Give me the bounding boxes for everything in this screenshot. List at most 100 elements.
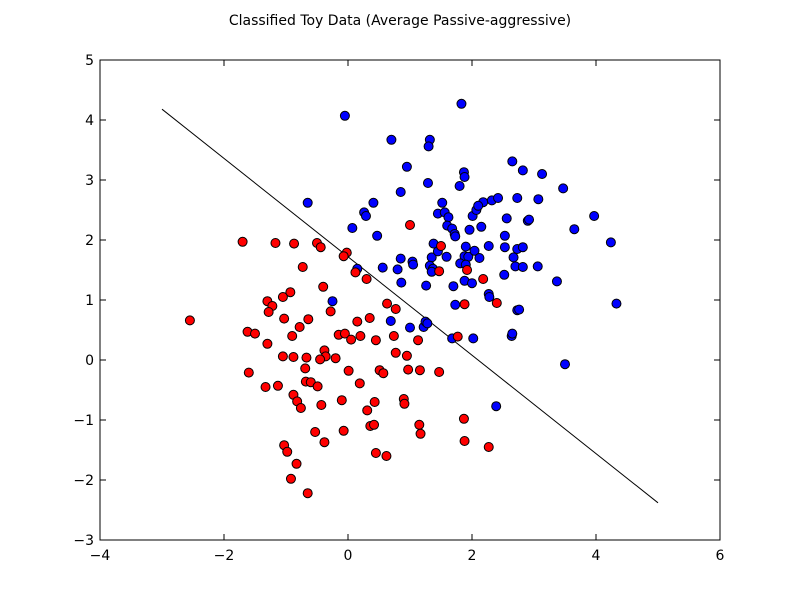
- red-point: [287, 331, 298, 341]
- plot-area: [100, 60, 720, 540]
- red-point: [288, 352, 299, 362]
- blue-point: [302, 197, 313, 208]
- red-point: [390, 304, 401, 314]
- red-point: [302, 488, 313, 499]
- blue-point: [421, 280, 432, 291]
- decision-boundary: [161, 108, 659, 504]
- blue-point: [396, 277, 407, 288]
- y-tick-label: 2: [85, 233, 94, 249]
- blue-point: [484, 292, 495, 302]
- red-point: [346, 334, 357, 345]
- blue-point: [401, 161, 412, 172]
- red-point: [262, 338, 273, 349]
- red-point: [310, 427, 321, 437]
- blue-point: [347, 223, 358, 233]
- red-point: [300, 363, 311, 374]
- red-point: [355, 331, 366, 341]
- blue-point: [491, 401, 502, 412]
- blue-point: [611, 298, 622, 309]
- red-point: [237, 236, 248, 247]
- blue-point: [339, 110, 350, 121]
- red-point: [282, 446, 293, 457]
- blue-point: [533, 194, 544, 205]
- red-point: [434, 266, 445, 277]
- y-tick-label: 3: [85, 173, 94, 189]
- red-point: [184, 315, 195, 326]
- red-point: [318, 281, 329, 292]
- blue-point: [448, 281, 459, 292]
- chart-title: Classified Toy Data (Average Passive-agg…: [229, 13, 571, 29]
- blue-point: [368, 197, 379, 208]
- red-point: [414, 419, 425, 430]
- red-point: [459, 299, 470, 310]
- data-points: [184, 98, 622, 499]
- plot-frame: [99, 59, 721, 541]
- blue-point: [405, 322, 415, 333]
- blue-point: [450, 231, 461, 242]
- red-point: [301, 352, 312, 363]
- red-point: [434, 367, 445, 377]
- red-point: [285, 473, 296, 484]
- red-point: [289, 238, 300, 249]
- blue-point: [372, 230, 383, 241]
- red-point: [378, 368, 389, 379]
- red-point: [338, 425, 349, 436]
- red-point: [399, 398, 410, 409]
- red-point: [325, 306, 336, 317]
- red-point: [338, 251, 349, 262]
- blue-point: [589, 211, 600, 221]
- red-point: [361, 274, 372, 284]
- red-point: [303, 314, 314, 325]
- red-point: [369, 397, 380, 407]
- red-point: [319, 437, 330, 448]
- blue-point: [468, 333, 479, 344]
- red-point: [297, 262, 308, 272]
- red-point: [250, 328, 260, 339]
- red-point: [369, 419, 380, 430]
- red-point: [436, 241, 446, 251]
- blue-point: [454, 181, 465, 191]
- red-point: [370, 448, 381, 458]
- blue-point: [460, 241, 471, 252]
- blue-point: [395, 187, 406, 197]
- red-point: [462, 265, 473, 275]
- blue-point: [507, 156, 518, 167]
- red-point: [382, 298, 393, 309]
- blue-point: [551, 276, 562, 287]
- red-point: [350, 267, 361, 278]
- x-tick-label: 4: [592, 548, 601, 564]
- red-point: [362, 405, 373, 416]
- red-point: [478, 274, 489, 284]
- blue-point: [395, 253, 406, 264]
- blue-point: [560, 359, 570, 370]
- red-point: [415, 428, 426, 439]
- red-point: [277, 351, 288, 362]
- blue-point: [392, 264, 403, 275]
- blue-point: [469, 245, 480, 256]
- red-point: [452, 331, 463, 342]
- blue-point: [467, 278, 477, 289]
- red-point: [277, 292, 288, 302]
- blue-point: [493, 193, 504, 203]
- blue-point: [385, 316, 396, 326]
- blue-point: [456, 98, 467, 109]
- red-point: [339, 328, 350, 339]
- axis-ticks: −4 −2 0 2 4 6 −3 −2 −1 0 1 2 3 4 5: [73, 53, 724, 564]
- red-point: [401, 350, 412, 361]
- blue-point: [327, 296, 338, 307]
- blue-point: [437, 197, 448, 208]
- x-tick-label: −4: [90, 548, 111, 564]
- red-point: [272, 380, 283, 391]
- red-point: [491, 298, 502, 308]
- blue-point: [450, 299, 461, 310]
- red-point: [403, 364, 414, 375]
- blue-point: [483, 241, 494, 251]
- blue-point: [569, 224, 580, 235]
- y-tick-label: 0: [85, 353, 94, 369]
- red-point: [243, 367, 254, 378]
- blue-point: [507, 328, 518, 339]
- blue-point: [558, 183, 569, 194]
- blue-point: [499, 242, 510, 253]
- blue-point: [386, 134, 397, 145]
- red-point: [343, 365, 354, 376]
